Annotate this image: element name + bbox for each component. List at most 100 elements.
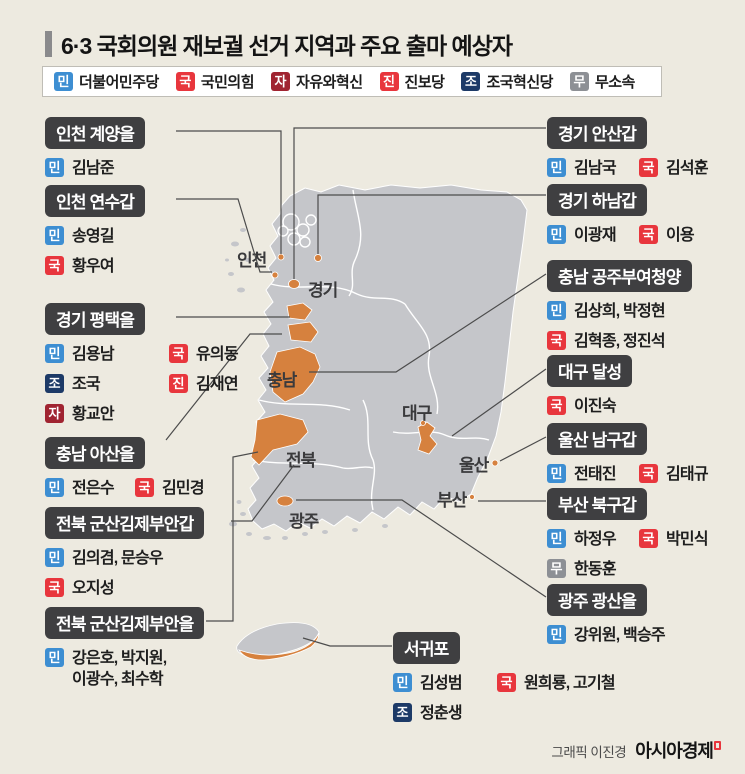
legend: 민 더불어민주당 국 국민의힘 자 자유와혁신 진 진보당 조 조국혁신당 무 무소속	[42, 66, 662, 97]
legend-label: 진보당	[404, 74, 445, 91]
party-badge: 진	[169, 374, 188, 393]
candidate-names: 김의겸, 문승우	[72, 550, 164, 567]
candidate-entry: 민 전태진	[547, 464, 627, 485]
party-badge: 민	[45, 648, 64, 667]
candidate-names: 하정우	[574, 531, 617, 548]
party-badge: 국	[639, 529, 658, 548]
callout-gyeonggi-ansan: 경기 안산갑 민 김남국 국 김석훈	[547, 117, 720, 179]
credit: 그래픽 이진경 아시아경제	[551, 737, 721, 763]
party-badge: 진	[379, 72, 399, 91]
title-bar-decoration	[45, 31, 52, 57]
candidate-row: 국 김혁종, 정진석	[547, 331, 692, 352]
district-ansan	[288, 279, 300, 289]
party-badge: 민	[547, 464, 566, 483]
district-gyeyang	[277, 253, 285, 261]
candidate-entry: 국 오지성	[45, 578, 115, 599]
party-badge: 무	[569, 72, 589, 91]
party-badge: 민	[547, 625, 566, 644]
candidate-entry: 민 하정우	[547, 529, 627, 550]
page-title: 6·3 국회의원 재보궐 선거 지역과 주요 출마 예상자	[45, 27, 513, 61]
legend-item-minjoo: 민 더불어민주당	[54, 71, 159, 92]
candidate-names: 김재연	[196, 376, 239, 393]
party-badge: 국	[45, 578, 64, 597]
callout-header: 부산 북구갑	[547, 488, 648, 520]
map-label-ulsan: 울산	[459, 456, 490, 475]
candidate-names: 김남준	[72, 160, 115, 177]
title-text: 6·3 국회의원 재보궐 선거 지역과 주요 출마 예상자	[61, 33, 513, 59]
candidate-names: 이진숙	[574, 398, 617, 415]
candidate-names: 김민경	[162, 480, 205, 497]
party-badge: 국	[175, 72, 195, 91]
candidate-entry: 진 김재연	[169, 374, 239, 395]
callout-header: 울산 남구갑	[547, 423, 648, 455]
legend-label: 국민의힘	[200, 74, 255, 91]
district-dalseong-small	[420, 420, 426, 426]
candidate-entry: 국 유의동	[169, 344, 239, 365]
party-badge: 민	[547, 225, 566, 244]
callout-gwangju-gwangsan-eul: 광주 광산을 민 강위원, 백승주	[547, 584, 677, 646]
candidate-row: 민 전태진 국 김태규	[547, 464, 720, 485]
candidate-entry: 국 박민식	[639, 529, 709, 550]
legend-item-rebuild: 조 조국혁신당	[461, 71, 553, 92]
brand-mark-icon	[714, 741, 721, 750]
callout-seogwipo: 서귀포 민 김성범 국 원희룡, 고기철 조 정춘생	[393, 632, 627, 724]
candidate-row: 조 정춘생	[393, 703, 627, 724]
party-badge: 국	[45, 256, 64, 275]
party-badge: 무	[547, 559, 566, 578]
candidate-row: 자 황교안	[45, 404, 250, 425]
party-badge: 민	[547, 301, 566, 320]
legend-item-jayu: 자 자유와혁신	[271, 71, 363, 92]
callout-header: 대구 달성	[547, 355, 633, 387]
candidate-names: 김성범	[420, 675, 463, 692]
district-yeonsu	[271, 271, 279, 279]
candidate-row: 민 강은호, 박지원, 이광수, 최수학	[45, 648, 204, 690]
candidate-names: 오지성	[72, 580, 115, 597]
candidate-entry: 민 전은수	[45, 478, 123, 499]
candidate-entry: 민 김남준	[45, 158, 115, 179]
callout-header: 전북 군산김제부안을	[45, 607, 205, 639]
party-badge: 민	[45, 226, 64, 245]
candidate-entry: 조 정춘생	[393, 703, 463, 724]
candidate-names: 김석훈	[666, 160, 709, 177]
callout-incheon-yeonsu: 인천 연수갑 민 송영길 국 황우여	[45, 185, 146, 277]
candidate-entry: 국 이진숙	[547, 396, 617, 417]
candidate-names: 김상희, 박정현	[574, 303, 666, 320]
candidate-entry: 국 김석훈	[639, 158, 709, 179]
candidate-row: 국 이진숙	[547, 396, 632, 417]
candidate-entry: 무 한동훈	[547, 559, 617, 580]
candidate-row: 국 황우여	[45, 256, 145, 277]
candidate-row: 민 김의겸, 문승우	[45, 548, 204, 569]
candidate-row: 민 이광재 국 이용	[547, 225, 706, 246]
candidate-row: 국 오지성	[45, 578, 204, 599]
candidate-entry: 민 김남국	[547, 158, 627, 179]
party-badge: 자	[271, 72, 291, 91]
party-badge: 국	[639, 225, 658, 244]
candidate-entry: 민 김성범	[393, 673, 485, 694]
candidate-names: 김혁종, 정진석	[574, 333, 666, 350]
party-badge: 민	[547, 158, 566, 177]
candidate-row: 민 김상희, 박정현	[547, 301, 692, 322]
legend-label: 무소속	[594, 74, 635, 91]
candidate-names: 김남국	[574, 160, 617, 177]
callout-incheon-gyeyang: 인천 계양을 민 김남준	[45, 117, 146, 179]
brand-logo: 아시아경제	[635, 737, 721, 763]
legend-label: 더불어민주당	[79, 74, 159, 91]
callout-header: 전북 군산김제부안갑	[45, 507, 205, 539]
candidate-names: 황교안	[72, 406, 115, 423]
candidate-names: 강위원, 백승주	[574, 627, 666, 644]
candidate-entry: 국 김민경	[135, 478, 205, 499]
candidate-entry: 민 김용남	[45, 344, 157, 365]
legend-label: 자유와혁신	[296, 74, 363, 91]
candidate-row: 민 전은수 국 김민경	[45, 478, 216, 499]
candidate-entry: 민 이광재	[547, 225, 627, 246]
candidate-row: 민 강위원, 백승주	[547, 625, 677, 646]
candidate-entry: 국 김혁종, 정진석	[547, 331, 666, 352]
candidate-row: 민 김남국 국 김석훈	[547, 158, 720, 179]
callout-header: 경기 평택을	[45, 303, 146, 335]
callout-header: 충남 아산을	[45, 437, 146, 469]
candidate-names: 이광재	[574, 227, 617, 244]
party-badge: 조	[45, 374, 64, 393]
